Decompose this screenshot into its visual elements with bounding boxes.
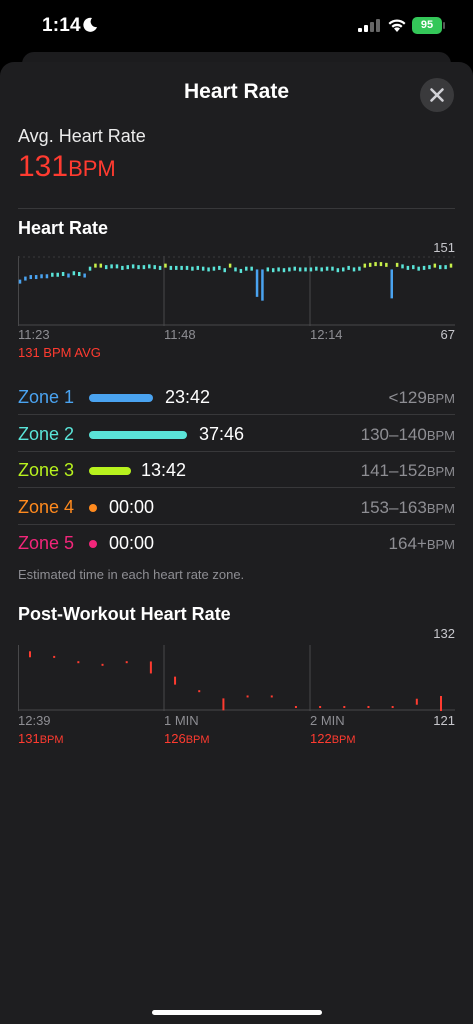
post-value-1: 131BPM <box>18 731 64 746</box>
zone-name: Zone 5 <box>18 533 75 553</box>
battery-tip <box>443 22 445 29</box>
zone-range-value: <129 <box>388 388 427 407</box>
divider <box>18 208 455 209</box>
zone-range-unit: BPM <box>426 427 455 443</box>
zone-row-1: Zone 1 23:42 <129BPM <box>18 379 455 415</box>
avg-value-unit: BPM <box>68 156 116 181</box>
zone-row-2: Zone 2 37:46 130–140BPM <box>18 416 455 452</box>
sheet-title: Heart Rate <box>183 80 290 103</box>
post-value-1-number: 131 <box>18 731 40 746</box>
status-time: 1:14 <box>42 15 81 36</box>
zone-range: 141–152BPM <box>361 461 455 481</box>
zone-range-value: 130–140 <box>360 424 427 444</box>
close-icon <box>430 88 444 102</box>
post-y-min: 121 <box>433 713 455 728</box>
zone-range: 153–163BPM <box>361 498 455 518</box>
post-x-label-1: 12:39 <box>18 713 51 728</box>
zone-name: Zone 2 <box>18 423 75 444</box>
post-value-3-number: 122 <box>310 731 332 746</box>
post-value-1-unit: BPM <box>39 734 64 746</box>
post-value-2-number: 126 <box>164 731 186 746</box>
zone-range: <129BPM <box>389 388 455 408</box>
zone-dot <box>89 540 97 548</box>
zone-range-value: 141–152 <box>360 461 427 480</box>
zone-range-value: 164+ <box>388 534 427 553</box>
zone-divider <box>18 450 455 452</box>
chart-avg-note: 131 BPM AVG <box>18 345 101 360</box>
post-x-label-2: 1 MIN <box>164 713 199 728</box>
avg-heart-rate-label: Avg. Heart Rate <box>18 126 146 146</box>
avg-value-number: 131 <box>18 150 69 183</box>
chart-x-label-1: 11:23 <box>18 327 50 342</box>
zone-bar <box>89 430 187 439</box>
zones-footnote: Estimated time in each heart rate zone. <box>18 567 245 582</box>
zone-range-unit: BPM <box>426 500 455 516</box>
post-x-label-3: 2 MIN <box>310 713 345 728</box>
post-workout-title: Post-Workout Heart Rate <box>18 604 231 624</box>
heart-rate-chart-title: Heart Rate <box>18 218 109 238</box>
post-workout-chart <box>18 645 455 711</box>
post-value-3: 122BPM <box>310 731 356 746</box>
moon-icon <box>83 17 97 32</box>
zone-time: 00:00 <box>109 496 155 517</box>
zone-range: 130–140BPM <box>361 425 455 445</box>
zone-name: Zone 4 <box>18 496 75 517</box>
heart-rate-chart <box>18 256 455 326</box>
zone-row-3: Zone 3 13:42 141–152BPM <box>18 452 455 488</box>
zone-name: Zone 3 <box>18 460 75 480</box>
zone-time: 23:42 <box>165 387 211 407</box>
wifi-icon <box>388 19 406 32</box>
zone-time: 37:46 <box>199 423 245 444</box>
post-y-max: 132 <box>433 626 455 641</box>
zone-name: Zone 1 <box>18 387 75 407</box>
post-value-2-unit: BPM <box>185 734 210 746</box>
zone-dot <box>89 503 97 512</box>
zone-divider <box>18 414 455 415</box>
zone-range-unit: BPM <box>426 537 455 552</box>
zone-row-4: Zone 4 00:00 153–163BPM <box>18 489 455 525</box>
zone-range-unit: BPM <box>426 391 455 406</box>
battery-level: 95 <box>420 19 434 31</box>
zone-bar <box>89 394 153 402</box>
chart-x-label-3: 12:14 <box>310 327 343 342</box>
status-bar: 1:14 95 <box>0 0 473 52</box>
modal-sheet <box>0 62 473 1024</box>
post-value-2: 126BPM <box>164 731 210 746</box>
chart-x-label-2: 11:48 <box>164 327 196 342</box>
home-indicator[interactable] <box>152 1010 322 1015</box>
battery-icon: 95 <box>412 17 442 34</box>
zone-bar <box>89 467 131 475</box>
signal-icon <box>358 19 380 32</box>
zone-time: 00:00 <box>109 533 155 553</box>
zone-range-unit: BPM <box>426 464 455 479</box>
zone-range-value: 153–163 <box>360 497 427 517</box>
chart-y-min: 67 <box>440 327 455 342</box>
zone-row-5: Zone 5 00:00 164+BPM <box>18 525 455 561</box>
zone-divider <box>18 487 455 488</box>
close-button[interactable] <box>420 78 454 112</box>
zone-divider <box>18 523 455 525</box>
zone-range: 164+BPM <box>389 534 455 554</box>
avg-heart-rate-value: 131BPM <box>18 150 116 184</box>
chart-y-max: 151 <box>433 240 455 255</box>
post-value-3-unit: BPM <box>331 734 356 746</box>
zone-time: 13:42 <box>141 460 187 480</box>
